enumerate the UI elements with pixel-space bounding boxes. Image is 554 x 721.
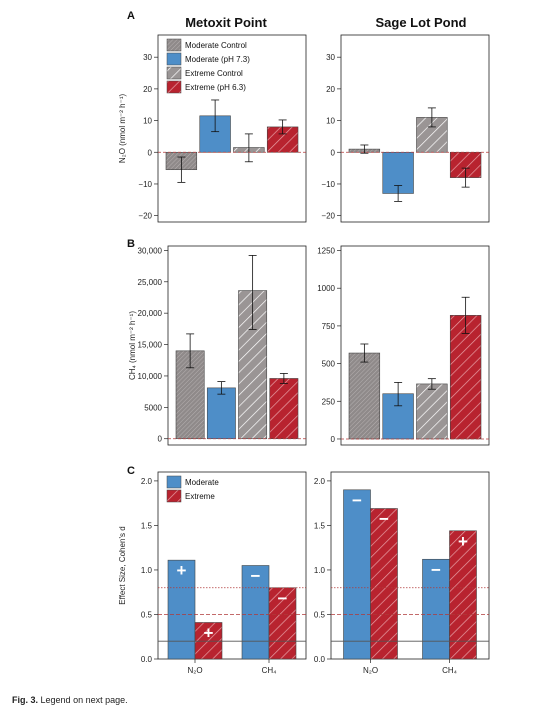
- plot-frame: [157, 471, 307, 660]
- effect-sign-label: −: [278, 589, 288, 608]
- x-tick-label: N₂O: [363, 666, 378, 675]
- x-tick-label: N₂O: [187, 666, 202, 675]
- bar-moderate-control: [348, 352, 381, 440]
- y-tick-label: 2.0: [141, 477, 153, 486]
- plot-frame: [157, 34, 307, 223]
- y-tick-label: 30,000: [138, 246, 163, 255]
- bar-moderate: [206, 387, 236, 440]
- legend-label: Moderate (pH 7.3): [185, 55, 250, 64]
- y-axis-label: Effect Size, Cohen’s d: [118, 526, 127, 604]
- y-tick-label: 20: [326, 85, 335, 94]
- legend-label: Moderate: [185, 478, 219, 487]
- chart-c-metoxit: 0.0 0.5 1.0 1.5 2.0 Effect Size, Cohen’s d + − +…: [118, 471, 307, 675]
- bar-extreme: [449, 315, 482, 440]
- y-tick-label: 15,000: [138, 341, 163, 350]
- effect-sign-label: −: [379, 510, 389, 529]
- y-tick-label: 0.0: [314, 655, 326, 664]
- y-tick-label: 500: [322, 360, 336, 369]
- y-tick-label: 750: [322, 322, 336, 331]
- y-tick-label: 1.0: [314, 566, 326, 575]
- y-tick-label: −10: [321, 180, 335, 189]
- bar-moderate: [343, 489, 371, 660]
- x-tick-label: CH₄: [262, 666, 277, 675]
- legend-label: Moderate Control: [185, 41, 247, 50]
- chart-a-sage-lot: −20 −10 0 10 20 30: [321, 34, 490, 223]
- y-tick-label: 0: [331, 148, 336, 157]
- legend-swatch: [166, 52, 182, 66]
- y-tick-label: 10,000: [138, 372, 163, 381]
- y-tick-label: 0: [331, 435, 336, 444]
- legend-swatch: [166, 475, 182, 489]
- legend-label: Extreme Control: [185, 69, 243, 78]
- legend-label: Extreme (pH 6.3): [185, 83, 246, 92]
- effect-sign-label: −: [431, 560, 441, 579]
- y-tick-label: 5000: [144, 403, 162, 412]
- effect-sign-label: −: [251, 567, 261, 586]
- plot-frame: [167, 245, 307, 446]
- y-tick-label: 1.5: [141, 521, 153, 530]
- y-tick-label: 1250: [317, 247, 335, 256]
- legend-swatch: [166, 66, 182, 80]
- panel-letter-a: A: [127, 10, 135, 22]
- y-axis-label: CH₄ (nmol m⁻² h⁻¹): [128, 311, 137, 380]
- y-tick-label: 25,000: [138, 278, 163, 287]
- panel-letter-b: B: [127, 238, 135, 250]
- chart-b-metoxit: 0 5000 10,000 15,000 20,000 25,000 30,000 CH₄ (…: [128, 245, 307, 446]
- y-tick-label: 30: [143, 53, 152, 62]
- bar-extreme-control: [416, 383, 448, 440]
- x-tick-label: CH₄: [442, 666, 457, 675]
- y-tick-label: 30: [326, 53, 335, 62]
- caption-label: Fig. 3.: [12, 695, 39, 705]
- site-title-metoxit: Metoxit Point: [185, 15, 267, 30]
- legend-swatch: [166, 489, 182, 503]
- chart-c-sage-lot: 0.00.51.01.52.0−−−+N₂O CH₄: [314, 471, 490, 675]
- effect-sign-label: +: [177, 561, 187, 580]
- effect-sign-label: +: [458, 532, 468, 551]
- effect-sign-label: +: [204, 623, 214, 642]
- y-tick-label: 0: [158, 435, 163, 444]
- bar-extreme: [269, 378, 299, 440]
- y-tick-label: 20: [143, 85, 152, 94]
- plot-frame: [340, 245, 490, 446]
- y-tick-label: 2.0: [314, 477, 326, 486]
- y-tick-label: 20,000: [138, 309, 163, 318]
- legend: Moderate Extreme: [166, 475, 219, 503]
- y-tick-label: −20: [321, 212, 335, 221]
- y-tick-label: 0.5: [141, 610, 153, 619]
- bar-extreme: [370, 508, 398, 660]
- y-tick-label: 250: [322, 397, 336, 406]
- y-tick-label: 1.0: [141, 566, 153, 575]
- panel-letter-c: C: [127, 465, 135, 477]
- y-tick-label: −10: [138, 180, 152, 189]
- y-axis-label: N₂O (nmol m⁻² h⁻¹): [118, 94, 127, 164]
- plot-frame: [340, 34, 490, 223]
- bar-moderate: [167, 559, 196, 660]
- bar-moderate: [422, 558, 450, 660]
- legend-label: Extreme: [185, 492, 215, 501]
- bar-extreme: [194, 622, 223, 660]
- legend-swatch: [166, 80, 182, 94]
- bar-moderate: [241, 565, 270, 660]
- y-tick-label: 1000: [317, 284, 335, 293]
- legend: Moderate Control Moderate (pH 7.3) Extreme…: [166, 38, 250, 94]
- caption-text: Legend on next page.: [40, 695, 128, 705]
- figure-caption: Fig. 3. Legend on next page.: [12, 695, 128, 705]
- y-tick-label: −20: [138, 212, 152, 221]
- y-tick-label: 0: [148, 148, 153, 157]
- y-tick-label: 10: [143, 117, 152, 126]
- y-tick-label: 0.5: [314, 610, 326, 619]
- effect-sign-label: −: [352, 491, 362, 510]
- chart-a-metoxit: −20 −10 0 10 20 30 N₂O (nmol m⁻² h⁻¹) Moderate …: [118, 34, 307, 223]
- y-tick-label: 1.5: [314, 521, 326, 530]
- y-tick-label: 0.0: [141, 655, 153, 664]
- y-tick-label: 10: [326, 117, 335, 126]
- bar-extreme: [449, 530, 477, 660]
- legend-swatch: [166, 38, 182, 52]
- plot-frame: [330, 471, 490, 660]
- chart-b-sage-lot: 0 250 500 750 1000 1250: [317, 245, 490, 446]
- site-title-sage-lot: Sage Lot Pond: [376, 15, 467, 30]
